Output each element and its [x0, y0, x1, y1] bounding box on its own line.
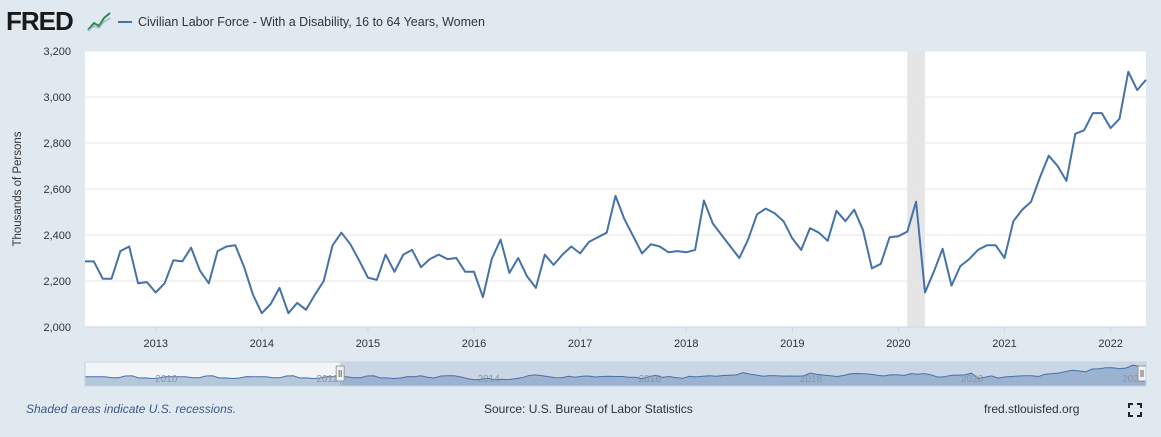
range-navigator[interactable]: 2010 2012 2014 2016 2018 2020 2022: [84, 361, 1147, 387]
legend: Civilian Labor Force - With a Disability…: [118, 13, 485, 31]
x-tick-label: 2020: [886, 338, 910, 350]
navigator-series: [84, 364, 1147, 387]
x-axis-ticks: 2013 2014 2015 2016 2017 2018 2019 2020 2021 2022: [143, 327, 1123, 350]
x-tick-label: 2015: [356, 338, 380, 350]
navigator-border: [84, 361, 1147, 387]
y-tick-label: 2,600: [43, 184, 71, 196]
navigator-handle-right[interactable]: [1137, 365, 1147, 382]
x-tick-label: 2019: [780, 338, 804, 350]
navigator-label: 2020: [961, 374, 984, 385]
source-text: Source: U.S. Bureau of Labor Statistics: [484, 402, 693, 416]
y-tick-label: 2,400: [43, 230, 71, 242]
chart-header: FRED Civilian Labor Force - With a Disab…: [0, 0, 1161, 44]
x-tick-label: 2022: [1098, 338, 1122, 350]
y-tick-label: 2,000: [43, 322, 71, 334]
fred-logo[interactable]: FRED: [6, 6, 74, 36]
x-tick-label: 2016: [462, 338, 486, 350]
line-graph-icon: [87, 10, 111, 32]
navigator-label: 2022: [1122, 374, 1145, 385]
y-axis-ticks: 2,000 2,200 2,400 2,600 2,800 3,000 3,200: [43, 46, 71, 334]
series-line[interactable]: [85, 70, 1147, 315]
navigator-label: 2018: [800, 374, 823, 385]
x-tick-label: 2021: [992, 338, 1016, 350]
navigator-label: 2014: [477, 374, 500, 385]
series-layer: [85, 70, 1147, 315]
x-tick-label: 2017: [568, 338, 592, 350]
expand-icon[interactable]: [1128, 403, 1142, 417]
recession-note: Shaded areas indicate U.S. recessions.: [26, 402, 237, 416]
legend-swatch: [118, 21, 132, 23]
y-tick-label: 2,200: [43, 276, 71, 288]
y-tick-label: 3,000: [43, 92, 71, 104]
x-tick-label: 2018: [674, 338, 698, 350]
navigator-label: 2012: [316, 374, 339, 385]
navigator-handle-left[interactable]: [335, 365, 345, 382]
x-tick-label: 2014: [250, 338, 274, 350]
y-tick-label: 3,200: [43, 46, 71, 58]
navigator-label: 2010: [155, 374, 178, 385]
site-link[interactable]: fred.stlouisfed.org: [984, 402, 1080, 416]
x-tick-label: 2013: [143, 338, 167, 350]
y-axis-label: Thousands of Persons: [12, 131, 24, 246]
y-tick-label: 2,800: [43, 138, 71, 150]
navigator-label: 2016: [639, 374, 662, 385]
legend-series-label[interactable]: Civilian Labor Force - With a Disability…: [138, 15, 485, 29]
navigator-selection[interactable]: [340, 362, 1146, 386]
